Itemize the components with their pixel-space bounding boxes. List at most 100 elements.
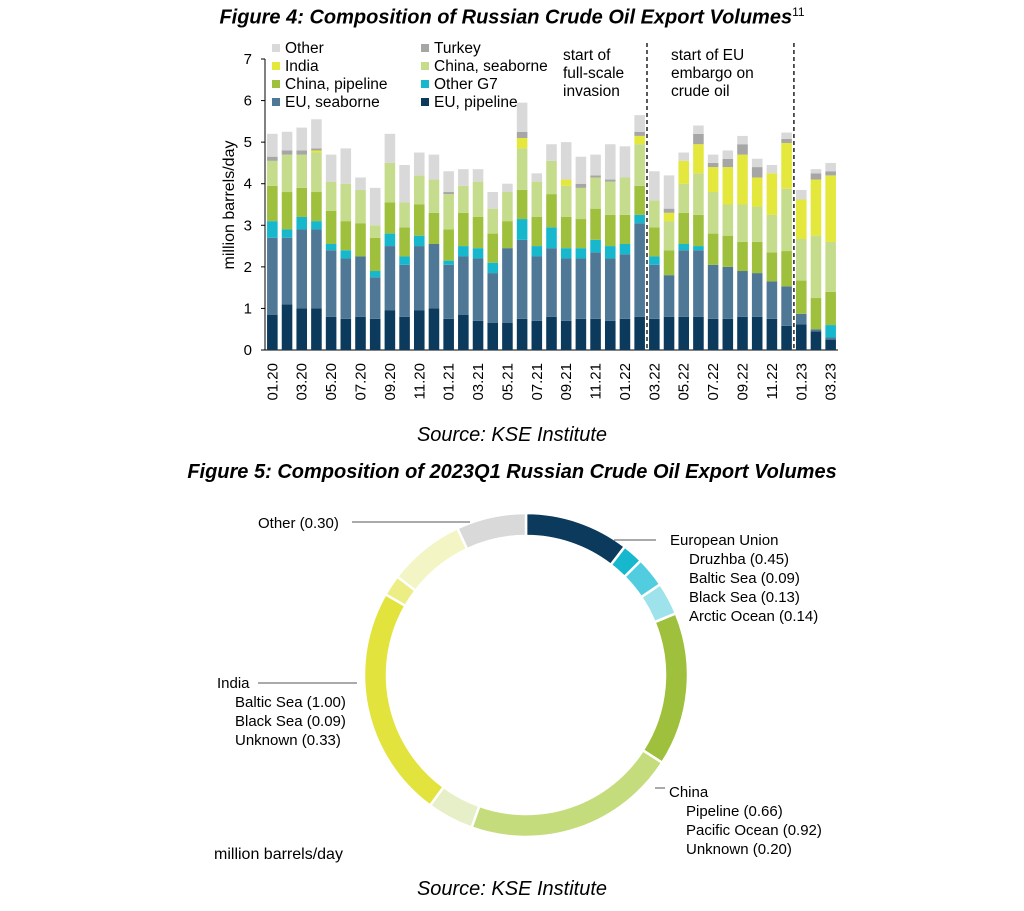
bar-segment-china_seaborne <box>619 177 631 215</box>
bar-segment-india <box>560 179 572 186</box>
bar-segment-china_seaborne <box>678 183 690 213</box>
label-india-item: Baltic Sea (1.00) <box>235 694 346 711</box>
bar-segment-india <box>634 135 645 145</box>
y-tick-label: 0 <box>244 342 252 359</box>
label-china-item: Unknown (0.20) <box>686 841 792 858</box>
y-tick-label: 6 <box>244 93 252 110</box>
bar-segment-turkey <box>296 150 308 155</box>
bar-segment-other <box>516 102 528 132</box>
label-eu-item: Baltic Sea (0.09) <box>689 570 800 587</box>
bar-segment-eu_seaborne <box>663 275 675 317</box>
bar-segment-china_seaborne <box>546 160 557 195</box>
bar-segment-china_pipeline <box>325 210 337 244</box>
bar-segment-china_pipeline <box>384 202 396 234</box>
donut-labels: Other (0.30) European Union Druzhba (0.45)… <box>217 515 822 858</box>
bar-segment-eu_seaborne <box>649 264 660 319</box>
bar-segment-eu_seaborne <box>766 281 778 319</box>
bar-segment-china_seaborne <box>825 241 836 292</box>
bar-segment-other <box>737 135 748 145</box>
x-tick-label: 11.21 <box>588 363 605 399</box>
bar-segment-china_seaborne <box>267 160 278 186</box>
bar-segment-turkey <box>693 133 704 145</box>
bar-segment-other <box>311 119 322 149</box>
bar-segment-china_pipeline <box>399 227 410 257</box>
bar-segment-china_pipeline <box>311 192 322 222</box>
label-china-title: China <box>669 784 709 801</box>
bar-segment-other <box>619 146 631 178</box>
bar-segment-other_g7 <box>384 233 396 247</box>
label-eu-item: Black Sea (0.13) <box>689 589 800 606</box>
label-china-item: Pacific Ocean (0.92) <box>686 822 822 839</box>
bar-segment-eu_pipeline <box>810 331 822 350</box>
bar-segment-india <box>722 167 734 205</box>
bars <box>267 102 836 350</box>
figure5-source: Source: KSE Institute <box>416 878 608 900</box>
donut-slice <box>609 544 643 579</box>
bar-segment-india <box>311 150 322 153</box>
bar-segment-other_g7 <box>604 246 616 259</box>
bar-segment-india <box>781 142 792 189</box>
donut-slice <box>469 748 664 839</box>
label-india-item: Black Sea (0.09) <box>235 713 346 730</box>
donut-slice <box>455 511 528 551</box>
x-tick-label: 11.20 <box>411 363 428 399</box>
x-tick-label: 01.20 <box>264 363 281 401</box>
bar-segment-china_seaborne <box>634 144 645 186</box>
y-tick-label: 3 <box>244 217 252 234</box>
x-tick-label: 09.21 <box>558 363 575 401</box>
legend-label-india: India <box>285 58 319 75</box>
y-tick-label: 4 <box>244 176 252 193</box>
donut-slice <box>395 526 469 593</box>
bar-segment-eu_seaborne <box>825 337 836 340</box>
bar-segment-eu_pipeline <box>369 318 381 350</box>
bar-segment-china_seaborne <box>458 185 469 213</box>
x-tick-label: 05.20 <box>323 363 340 401</box>
bar-segment-china_pipeline <box>634 185 645 215</box>
bar-segment-eu_pipeline <box>825 339 836 350</box>
bar-segment-china_seaborne <box>369 225 381 238</box>
bar-segment-other <box>472 169 484 182</box>
bar-segment-china_pipeline <box>458 212 469 247</box>
bar-segment-china_seaborne <box>604 181 616 215</box>
bar-segment-eu_pipeline <box>355 316 366 350</box>
bar-segment-china_seaborne <box>649 200 660 228</box>
annotation-text: invasion <box>563 83 620 100</box>
bar-segment-turkey <box>311 148 322 151</box>
x-tick-label: 09.22 <box>735 363 752 401</box>
bar-segment-china_pipeline <box>649 227 660 257</box>
x-tick-label: 07.21 <box>529 363 546 401</box>
bar-segment-eu_pipeline <box>516 318 528 350</box>
legend-label-china_pipeline: China, pipeline <box>285 76 388 93</box>
x-tick-label: 05.21 <box>499 363 516 401</box>
bar-segment-china_seaborne <box>296 154 308 188</box>
bar-segment-china_pipeline <box>296 187 308 217</box>
bar-segment-other <box>399 165 410 203</box>
bar-segment-eu_pipeline <box>325 316 337 350</box>
x-tick-label: 01.22 <box>617 363 634 401</box>
figure5-title: Figure 5: Composition of 2023Q1 Russian … <box>187 461 837 483</box>
bar-segment-turkey <box>737 144 748 155</box>
bar-segment-turkey <box>604 179 616 182</box>
bar-segment-china_pipeline <box>604 214 616 247</box>
bar-segment-china_seaborne <box>663 221 675 251</box>
bar-segment-eu_pipeline <box>781 325 792 350</box>
bar-segment-china_pipeline <box>340 221 352 251</box>
annotation-text: full-scale <box>563 65 624 82</box>
bar-segment-eu_seaborne <box>296 229 308 309</box>
bar-segment-eu_pipeline <box>413 310 425 350</box>
label-india-title: India <box>217 675 250 692</box>
donut-slice <box>362 592 446 808</box>
bar-segment-other_g7 <box>443 260 454 265</box>
bar-segment-eu_seaborne <box>487 273 499 323</box>
bar-segment-india <box>663 212 675 222</box>
bar-segment-eu_pipeline <box>693 316 704 350</box>
annotation-text: crude oil <box>671 83 730 100</box>
bar-segment-china_seaborne <box>766 214 778 253</box>
bar-segment-other <box>590 154 601 176</box>
bar-segment-eu_pipeline <box>502 322 513 350</box>
bar-segment-india <box>516 137 528 149</box>
bar-segment-china_seaborne <box>810 235 822 299</box>
bar-segment-eu_seaborne <box>502 248 513 323</box>
bar-segment-eu_seaborne <box>678 250 690 317</box>
bar-segment-china_pipeline <box>707 233 719 265</box>
